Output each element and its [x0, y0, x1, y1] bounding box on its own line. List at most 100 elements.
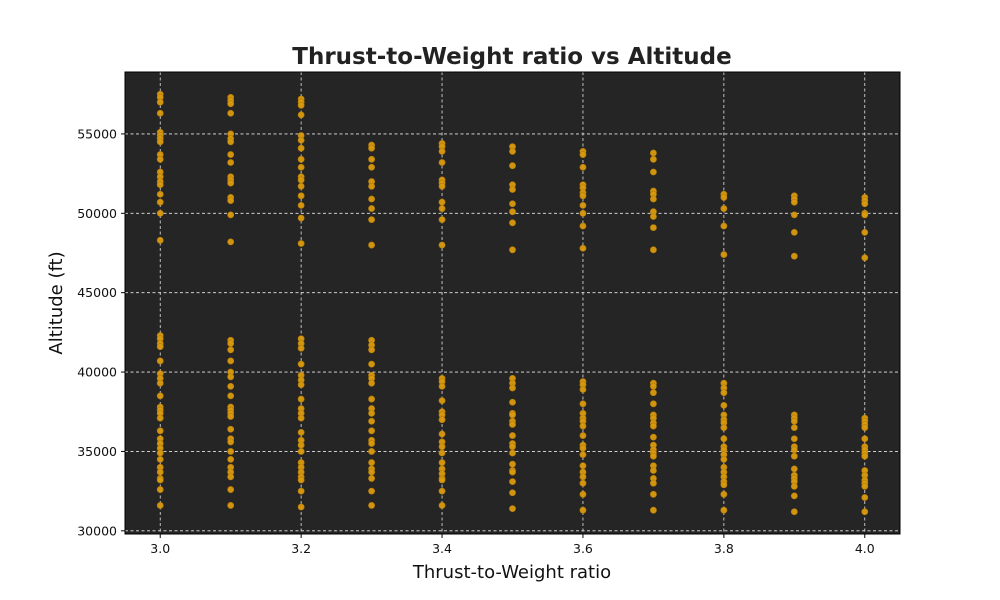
data-point [579, 462, 587, 470]
data-point [368, 502, 375, 509]
data-point [156, 181, 164, 189]
data-point [368, 409, 375, 417]
data-point [368, 427, 375, 435]
data-point [368, 195, 375, 203]
data-point [227, 179, 235, 187]
data-point [227, 455, 235, 463]
data-point [227, 473, 235, 481]
data-point [720, 435, 728, 443]
data-point [438, 216, 446, 224]
data-point [156, 98, 164, 106]
data-point [297, 428, 305, 436]
data-point [297, 381, 305, 389]
data-point [227, 486, 235, 493]
data-point [297, 155, 305, 163]
data-point [650, 433, 657, 441]
data-point [579, 490, 587, 498]
data-point [579, 479, 587, 487]
data-point [861, 494, 869, 501]
data-point [650, 213, 657, 220]
data-point [790, 424, 798, 432]
data-point [579, 422, 587, 430]
data-point [297, 214, 305, 222]
data-point [650, 224, 657, 231]
data-point [227, 109, 235, 117]
data-point [579, 400, 587, 408]
data-point [720, 251, 728, 258]
data-point [297, 476, 305, 484]
data-point [156, 392, 164, 400]
chart-title: Thrust-to-Weight ratio vs Altitude [292, 44, 731, 70]
data-point [156, 468, 164, 476]
y-tick-label: 40000 [77, 365, 117, 380]
data-point [438, 430, 446, 438]
data-point [720, 194, 728, 201]
data-point [509, 432, 516, 439]
data-point [297, 487, 305, 495]
data-point [579, 222, 587, 230]
data-point [720, 389, 728, 397]
data-point [297, 101, 305, 109]
data-point [438, 416, 446, 424]
data-point [297, 136, 305, 144]
data-point [861, 424, 869, 432]
data-point [227, 382, 235, 390]
data-point [790, 482, 798, 490]
data-point [297, 344, 305, 352]
data-point [720, 481, 728, 489]
data-point [720, 222, 728, 230]
data-point [297, 201, 305, 209]
data-point [509, 384, 516, 392]
data-point [368, 205, 375, 212]
data-point [650, 382, 657, 390]
data-point [297, 182, 305, 190]
data-point [297, 503, 305, 511]
axes-frame [124, 71, 901, 535]
data-point [368, 448, 375, 455]
data-point [368, 360, 375, 368]
data-point [227, 197, 235, 204]
data-point [650, 149, 657, 157]
data-point [579, 473, 587, 481]
x-tick-label: 3.4 [432, 541, 452, 556]
data-point [156, 138, 164, 146]
data-point [227, 425, 235, 433]
y-tick-label: 35000 [77, 444, 117, 459]
data-point [650, 467, 657, 474]
data-point [509, 246, 516, 254]
data-point [650, 168, 657, 176]
data-point [509, 162, 516, 170]
data-point [227, 502, 235, 509]
data-point [438, 502, 446, 509]
data-point [156, 455, 164, 463]
data-point [861, 508, 869, 516]
data-point [579, 386, 587, 393]
data-point [156, 198, 164, 206]
data-point [509, 219, 516, 227]
y-tick-label: 50000 [77, 206, 117, 221]
data-point [368, 417, 375, 425]
data-point [368, 144, 375, 152]
data-point [297, 395, 305, 403]
data-point [368, 379, 375, 387]
data-point [438, 241, 446, 249]
data-point [297, 192, 305, 200]
data-point [368, 216, 375, 224]
data-point [509, 468, 516, 476]
data-point [368, 459, 375, 466]
data-point [227, 151, 235, 158]
data-point [297, 111, 305, 119]
data-point [790, 417, 798, 425]
data-point [297, 163, 305, 171]
data-point [720, 506, 728, 514]
data-point [720, 402, 728, 409]
data-point [227, 438, 235, 446]
data-point [650, 479, 657, 487]
data-point [438, 159, 446, 166]
data-point [297, 144, 305, 152]
data-point [579, 201, 587, 209]
data-point [368, 155, 375, 163]
data-point [861, 200, 869, 208]
